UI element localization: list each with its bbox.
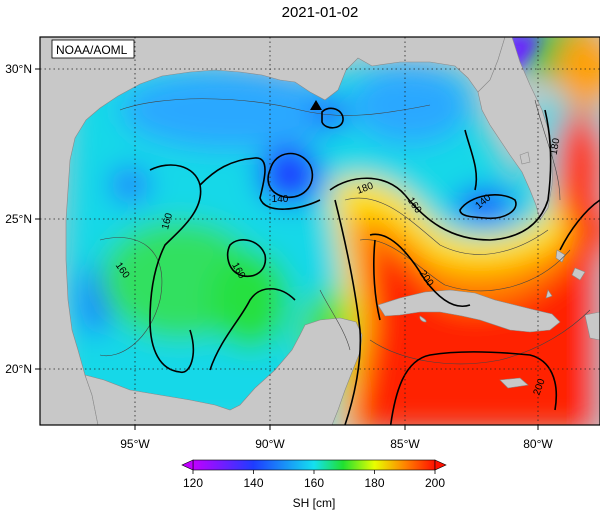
credit-box: NOAA/AOML	[51, 39, 135, 59]
map-frame	[39, 36, 600, 426]
contour-label: 140	[272, 194, 289, 205]
major-contours	[149, 107, 600, 425]
colorbar-tick-label: 180	[364, 476, 384, 490]
colorbar-label: SH [cm]	[293, 496, 336, 510]
lat-tick-label: 25°N	[5, 212, 32, 226]
colorbar-max-arrow-icon	[434, 459, 447, 471]
lon-tick-label: 95°W	[120, 437, 150, 451]
lon-tick-label: 80°W	[523, 437, 553, 451]
lon-tick-label: 85°W	[390, 437, 420, 451]
colorbar-min-arrow-icon	[181, 459, 194, 471]
map-title: 2021-01-02	[282, 4, 359, 21]
colorbar-tick-label: 120	[183, 476, 203, 490]
colorbar-tick-label: 200	[425, 476, 445, 490]
graticule	[40, 37, 600, 425]
colorbar: 120 140 160 180 200 SH [cm]	[181, 459, 447, 510]
colorbar-tick-label: 140	[243, 476, 263, 490]
contour-label: 180	[549, 137, 563, 156]
map-field: 140 140 160 160 160 160 180 180 200 200 …	[40, 37, 600, 425]
credit-text: NOAA/AOML	[56, 43, 128, 57]
contour-label: 160	[160, 211, 175, 230]
lon-tick-label: 90°W	[255, 437, 285, 451]
lat-tick-label: 30°N	[5, 62, 32, 76]
colorbar-tick-label: 160	[304, 476, 324, 490]
station-marker-icon	[310, 100, 322, 110]
lat-tick-label: 20°N	[5, 362, 32, 376]
minor-contours	[99, 98, 591, 365]
landmasses	[40, 37, 600, 425]
axis-ticks	[35, 68, 539, 430]
colorbar-gradient	[192, 459, 436, 471]
